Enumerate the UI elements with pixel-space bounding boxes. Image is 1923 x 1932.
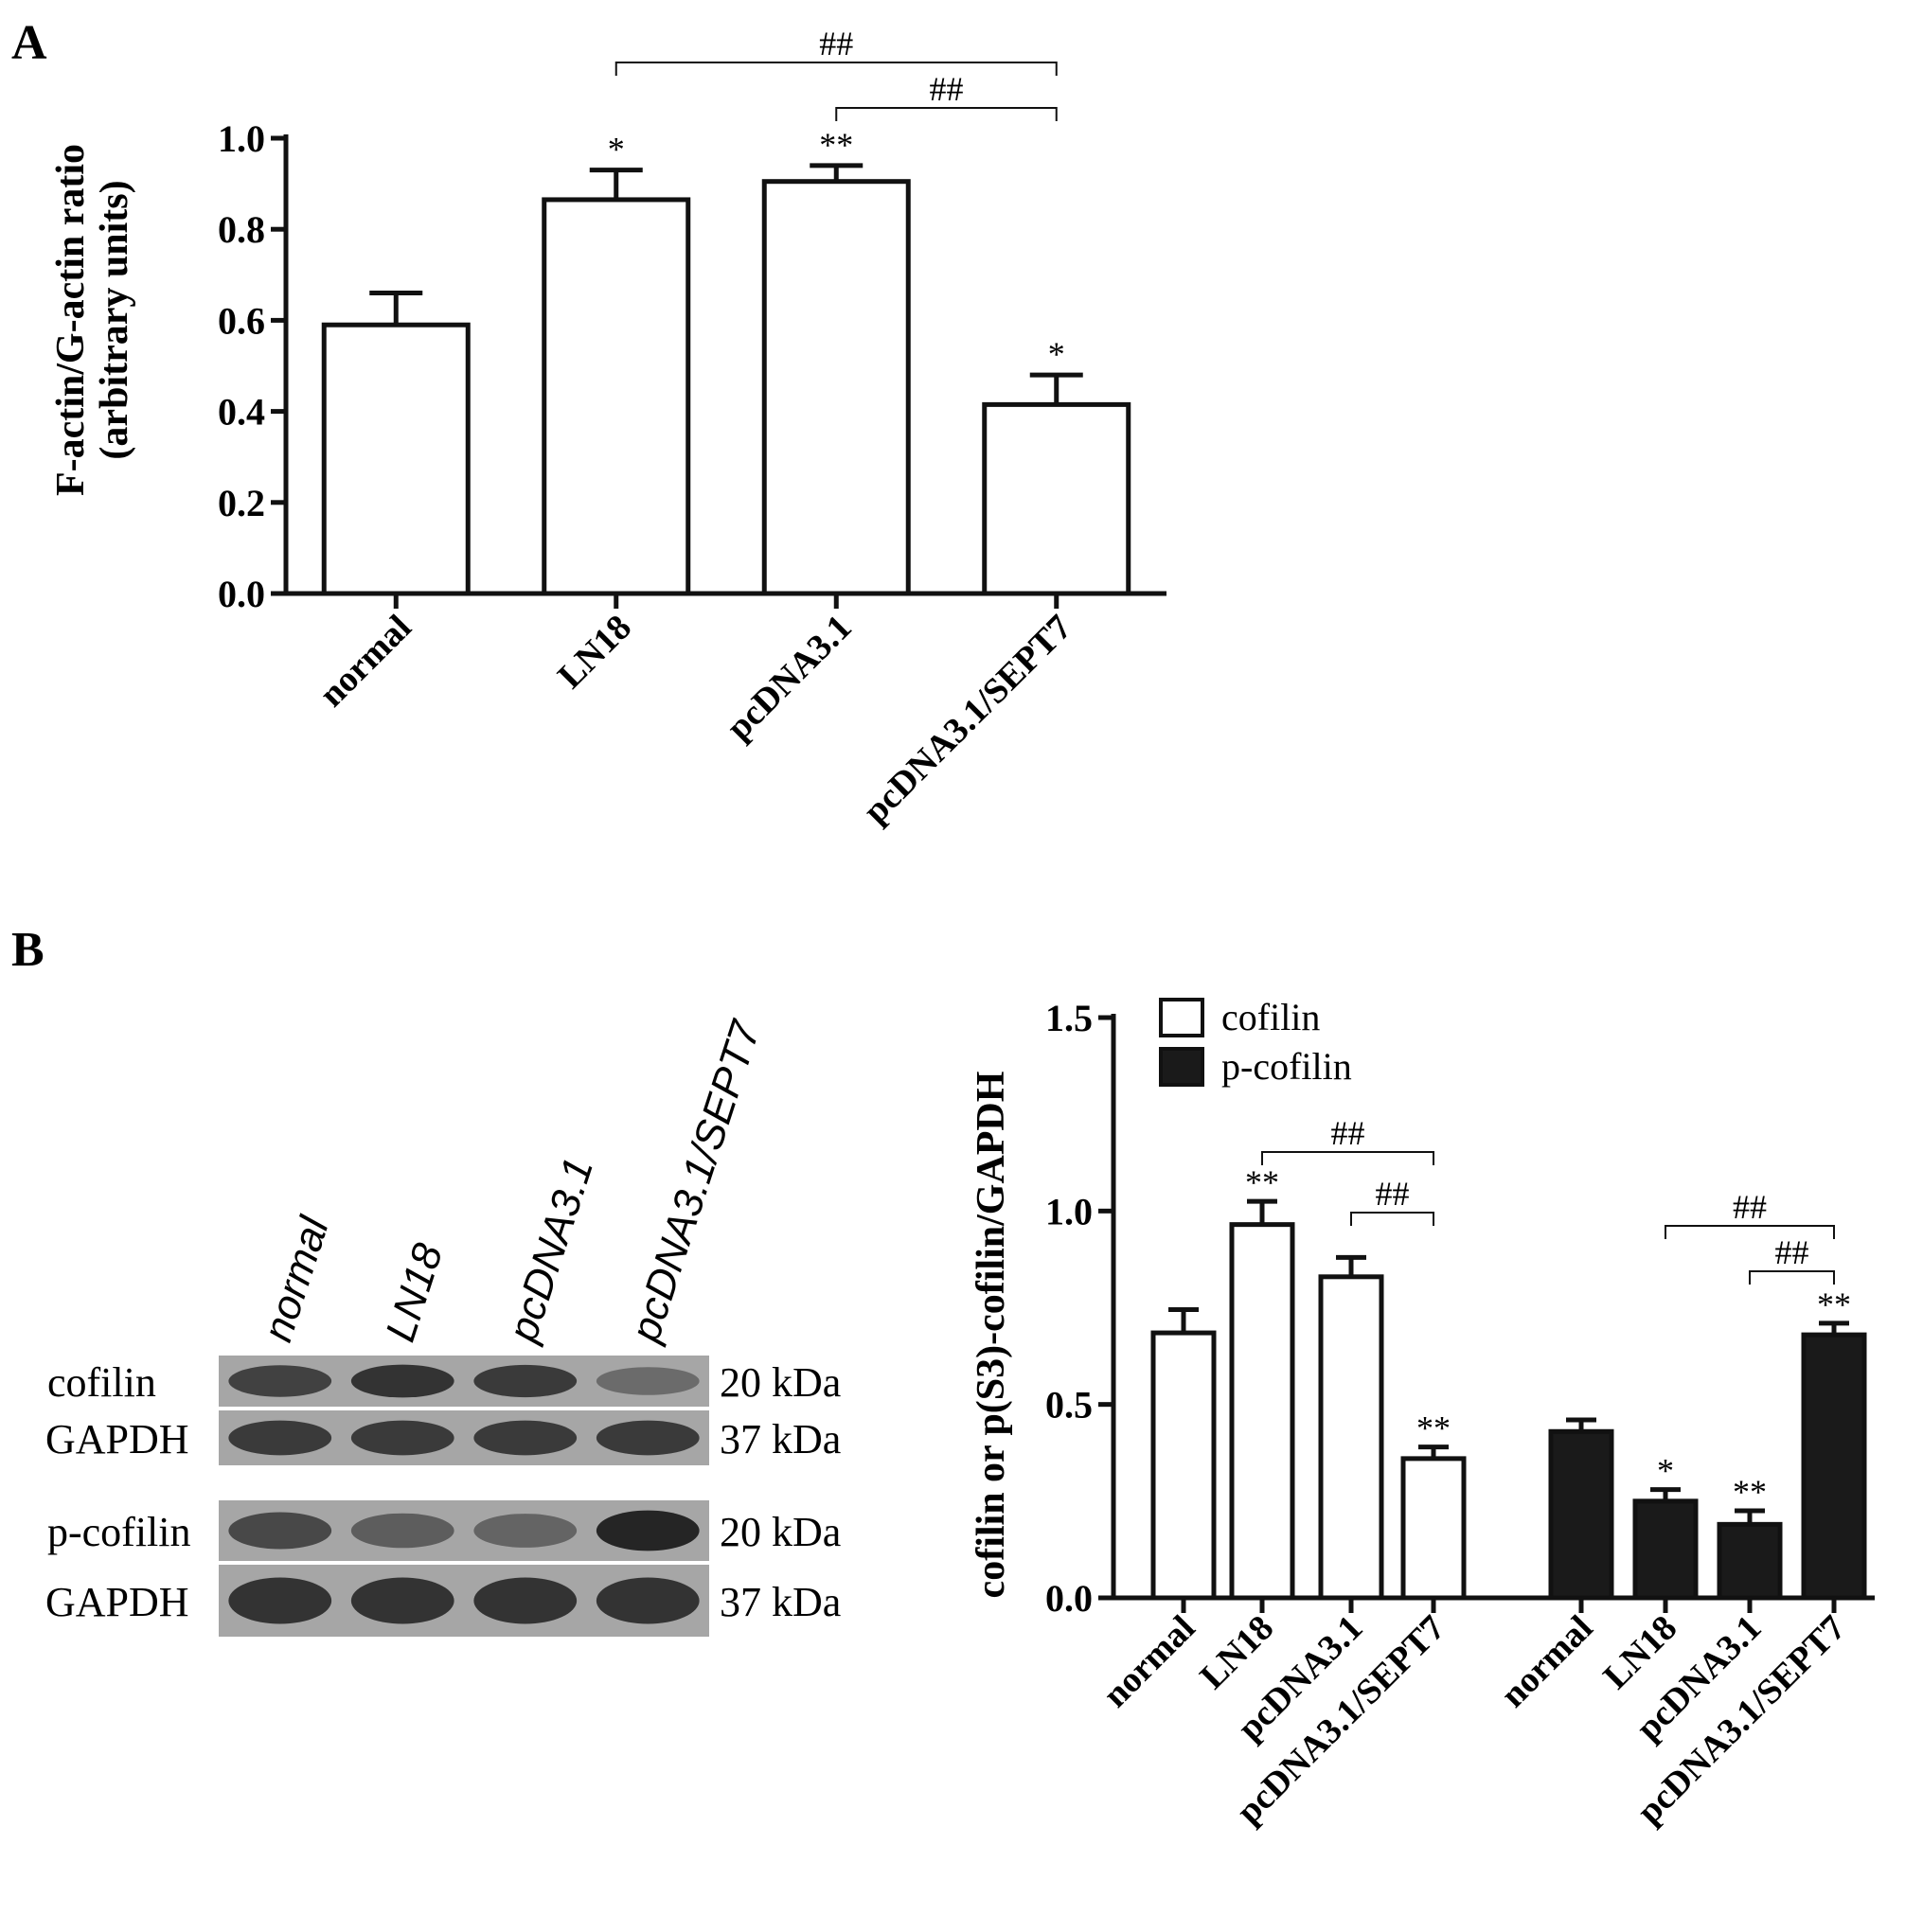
bracket-label: ## [819,25,853,62]
significance-marker: * [608,131,625,168]
blot-kda-label: 20 kDa [720,1359,841,1406]
y-tick-label: 1.0 [1045,1190,1093,1232]
x-category-label: normal [312,608,418,715]
blot-kda-label: 37 kDa [720,1416,841,1462]
blot-band [596,1577,700,1624]
x-category-label: LN18 [550,608,639,697]
blot-lane-label: pcDNA3.1 [499,1152,602,1349]
significance-marker: * [1657,1452,1674,1490]
blot-kda-label: 37 kDa [720,1579,841,1625]
blot-kda-label: 20 kDa [720,1509,841,1555]
significance-marker: ** [819,126,853,164]
legend-swatch [1159,998,1204,1037]
x-category-label: normal [1493,1608,1600,1715]
legend-swatch [1159,1047,1204,1087]
bar-normal [321,322,471,596]
bracket-label: ## [1733,1188,1767,1226]
bracket-label: ## [1775,1233,1809,1271]
significance-marker: ** [1733,1473,1767,1511]
panel-b-bar-chart: 0.00.51.01.5normal**LN18pcDNA3.1**pcDNA3… [1045,996,1875,1832]
blot-band [350,1513,454,1549]
bar-cofilin-pcdna3-1-sept7 [1400,1456,1467,1601]
blot-band [228,1365,332,1397]
blot-band [473,1364,578,1398]
blot-band [228,1577,332,1624]
panel-b-y-axis-title-text: cofilin or p(S3)-cofilin/GAPDH [970,1072,1013,1599]
bar-p-cofilin-pcdna3-1 [1717,1521,1783,1601]
blot-row-label: p-cofilin [47,1509,191,1555]
significance-bracket [1665,1225,1835,1239]
y-tick-label: 0.8 [218,208,265,251]
bar-pcdna3-1-sept7 [982,401,1131,596]
bar-cofilin-ln18 [1229,1222,1295,1601]
blot-lane-label: normal [255,1211,339,1347]
western-blot: normal LN18 pcDNA3.1 pcDNA3.1/SEPT7 cofilin 2… [45,1015,841,1637]
significance-marker: * [1048,335,1065,373]
blot-band [228,1512,332,1550]
y-tick-label: 0.4 [218,391,265,434]
blot-lane-label: LN18 [377,1237,452,1347]
legend-label: p-cofilin [1221,1045,1352,1088]
x-category-label: pcDNA3.1/SEPT7 [856,608,1079,831]
panel-a-y-axis-title-line1: F-actin/G-actin ratio [49,144,93,496]
blot-band [350,1577,454,1624]
y-tick-label: 0.0 [1045,1577,1093,1620]
blot-band [350,1364,454,1398]
x-category-label: pcDNA3.1 [719,608,859,748]
y-tick-label: 0.2 [218,482,265,524]
significance-bracket [835,107,1058,121]
significance-bracket [1350,1212,1434,1226]
y-tick-label: 1.0 [218,117,265,160]
blot-lane-label: pcDNA3.1/SEPT7 [622,1015,771,1349]
significance-bracket [1749,1270,1835,1285]
y-tick-label: 0.0 [218,573,265,615]
y-tick-label: 0.5 [1045,1384,1093,1427]
blot-band [228,1420,332,1456]
blot-band [596,1420,700,1456]
significance-bracket [614,62,1058,76]
significance-marker: ** [1416,1409,1451,1447]
significance-marker: ** [1817,1285,1851,1323]
blot-band [473,1577,578,1624]
y-tick-label: 1.5 [1045,997,1093,1039]
legend-label: cofilin [1221,996,1320,1038]
bracket-label: ## [1331,1114,1365,1152]
bar-cofilin-pcdna3-1 [1318,1274,1384,1601]
blot-band [350,1420,454,1456]
blot-band [596,1510,700,1551]
blot-row-label: cofilin [47,1359,156,1406]
bar-ln18 [542,197,691,596]
blot-row-label: GAPDH [45,1579,189,1625]
bar-p-cofilin-pcdna3-1-sept7 [1801,1332,1867,1601]
bar-p-cofilin-normal [1548,1428,1614,1601]
panel-b-y-axis-title: cofilin or p(S3)-cofilin/GAPDH [970,1072,1013,1599]
panel-b-letter: B [11,923,45,977]
x-category-label: normal [1095,1608,1202,1715]
bar-cofilin-normal [1150,1330,1217,1601]
bracket-label: ## [1376,1175,1410,1213]
panel-a-y-axis-title-line2: (arbitrary units) [93,180,136,459]
significance-bracket [1261,1151,1434,1165]
y-tick-label: 0.6 [218,299,265,342]
panel-a-letter: A [11,16,47,70]
blot-band [473,1514,578,1548]
significance-marker: ** [1245,1163,1279,1201]
bracket-label: ## [930,70,964,108]
blot-band [473,1420,578,1456]
blot-row-label: GAPDH [45,1416,189,1462]
panel-a-y-axis-title: F-actin/G-actin ratio (arbitrary units) [49,144,136,496]
blot-band [596,1367,700,1395]
bar-pcdna3-1 [761,179,911,596]
panel-a-bar-chart: 0.0 0.2 0.4 0.6 0.8 1.0 normal * LN18 ** pcDNA3.1 *… [218,25,1166,831]
bar-p-cofilin-ln18 [1632,1498,1699,1601]
